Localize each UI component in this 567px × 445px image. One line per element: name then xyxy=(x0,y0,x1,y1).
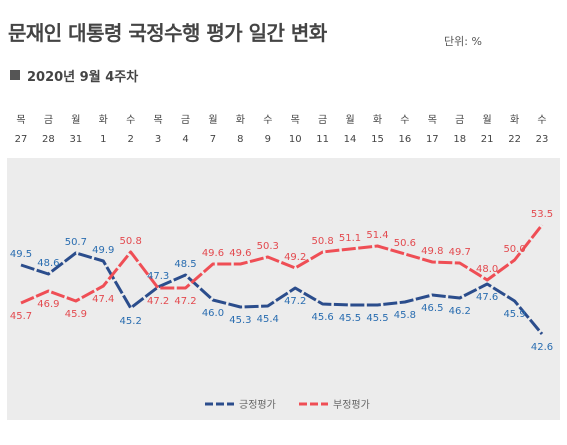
date-tick-label: 27 xyxy=(15,134,28,145)
weekday-label: 화 xyxy=(99,114,108,126)
positive-value-label: 49.9 xyxy=(92,245,114,256)
negative-value-label: 45.9 xyxy=(65,309,87,320)
positive-value-label: 45.2 xyxy=(120,316,142,327)
weekday-label: 금 xyxy=(44,114,53,126)
negative-value-label: 50.0 xyxy=(503,244,525,255)
negative-value-label: 48.0 xyxy=(476,264,498,275)
date-tick-label: 8 xyxy=(237,134,243,145)
positive-series-line xyxy=(20,251,544,335)
weekday-label: 금 xyxy=(318,114,327,126)
positive-value-label: 45.5 xyxy=(339,313,361,324)
positive-value-label: 50.7 xyxy=(65,237,87,248)
date-tick-label: 18 xyxy=(453,134,466,145)
negative-value-label: 51.4 xyxy=(366,230,388,241)
negative-value-label: 49.6 xyxy=(202,248,224,259)
negative-value-label: 49.8 xyxy=(421,246,443,257)
legend-label-negative: 부정평가 xyxy=(333,399,370,411)
weekday-label: 금 xyxy=(181,114,190,126)
date-tick-label: 4 xyxy=(182,134,188,145)
date-tick-label: 28 xyxy=(42,134,55,145)
date-tick-label: 14 xyxy=(344,134,357,145)
negative-value-label: 47.2 xyxy=(174,296,196,307)
legend-label-positive: 긍정평가 xyxy=(239,399,276,411)
positive-value-label: 46.2 xyxy=(449,306,471,317)
weekday-label: 화 xyxy=(373,114,382,126)
date-tick-label: 10 xyxy=(289,134,302,145)
positive-value-label: 46.5 xyxy=(421,303,443,314)
positive-value-label: 45.6 xyxy=(311,312,333,323)
negative-value-label: 46.9 xyxy=(37,299,59,310)
weekday-label: 월 xyxy=(208,114,217,126)
date-tick-label: 31 xyxy=(69,134,82,145)
date-tick-label: 21 xyxy=(481,134,494,145)
value-labels: 49.5 45.7 48.6 46.9 50.7 45.9 49.9 47.4 45.2 50.8… xyxy=(10,209,553,353)
negative-value-label: 49.6 xyxy=(229,248,251,259)
subtitle-square-icon xyxy=(10,70,20,80)
weekday-label: 금 xyxy=(455,114,464,126)
negative-value-label: 53.5 xyxy=(531,209,553,220)
weekday-label: 목 xyxy=(291,114,300,126)
weekday-label: 목 xyxy=(154,114,163,126)
positive-value-label: 45.4 xyxy=(257,314,279,325)
positive-value-label: 45.5 xyxy=(366,313,388,324)
negative-value-label: 49.7 xyxy=(449,247,471,258)
weekday-label: 월 xyxy=(345,114,354,126)
date-tick-label: 15 xyxy=(371,134,384,145)
negative-value-label: 50.8 xyxy=(120,236,142,247)
negative-value-label: 49.2 xyxy=(284,252,306,263)
weekday-label: 월 xyxy=(71,114,80,126)
positive-value-label: 48.6 xyxy=(37,258,59,269)
positive-value-label: 47.2 xyxy=(284,296,306,307)
series-lines xyxy=(20,224,544,335)
date-tick-label: 7 xyxy=(210,134,216,145)
positive-value-label: 47.3 xyxy=(147,271,169,282)
positive-value-label: 45.3 xyxy=(229,315,251,326)
date-tick-label: 9 xyxy=(265,134,271,145)
negative-series-line xyxy=(20,224,544,305)
unit-label: 단위: % xyxy=(444,35,482,48)
weekday-label: 목 xyxy=(428,114,437,126)
date-tick-label: 17 xyxy=(426,134,439,145)
date-tick-label: 1 xyxy=(100,134,106,145)
weekday-label: 수 xyxy=(263,114,272,126)
positive-value-label: 46.0 xyxy=(202,308,224,319)
date-tick-label: 2 xyxy=(127,134,133,145)
positive-value-label: 45.9 xyxy=(503,309,525,320)
negative-value-label: 50.6 xyxy=(394,238,416,249)
chart-subtitle: 2020년 9월 4주차 xyxy=(27,70,139,85)
negative-value-label: 47.4 xyxy=(92,294,114,305)
weekday-label: 수 xyxy=(126,114,135,126)
negative-value-label: 50.8 xyxy=(311,236,333,247)
date-tick-label: 16 xyxy=(399,134,412,145)
weekday-label: 목 xyxy=(16,114,25,126)
positive-value-label: 45.8 xyxy=(394,310,416,321)
weekday-label: 수 xyxy=(537,114,546,126)
weekday-label: 화 xyxy=(510,114,519,126)
positive-value-label: 42.6 xyxy=(531,342,553,353)
weekday-label: 화 xyxy=(236,114,245,126)
weekday-label: 수 xyxy=(400,114,409,126)
positive-value-label: 49.5 xyxy=(10,249,32,260)
legend: 긍정평가 부정평가 xyxy=(205,399,370,411)
negative-value-label: 51.1 xyxy=(339,233,361,244)
date-tick-label: 3 xyxy=(155,134,161,145)
x-axis-labels: 목 27 금 28 월 31 화 1 수 2 목 3 금 4 월 7 화 8 수 9 목 10 금 11 월 14 화 15 수 16 목 1… xyxy=(15,114,549,145)
negative-value-label: 45.7 xyxy=(10,311,32,322)
date-tick-label: 11 xyxy=(316,134,329,145)
positive-value-label: 48.5 xyxy=(174,259,196,270)
weekday-label: 월 xyxy=(483,114,492,126)
negative-value-label: 50.3 xyxy=(257,241,279,252)
positive-value-label: 47.6 xyxy=(476,292,498,303)
negative-value-label: 47.2 xyxy=(147,296,169,307)
chart-title: 문재인 대통령 국정수행 평가 일간 변화 xyxy=(8,21,327,45)
date-tick-label: 22 xyxy=(508,134,521,145)
plot-area xyxy=(7,158,560,420)
date-tick-label: 23 xyxy=(536,134,549,145)
